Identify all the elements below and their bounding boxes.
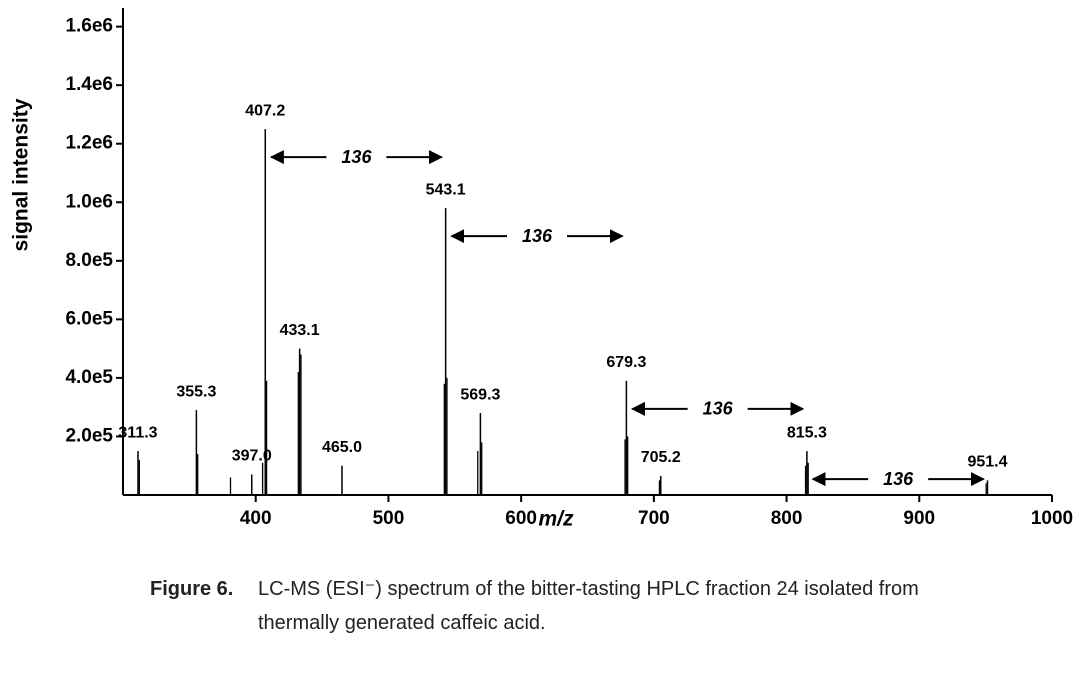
peak-label: 465.0 — [322, 439, 362, 456]
peak-label: 569.3 — [460, 386, 500, 403]
x-tick-label: 500 — [373, 508, 405, 529]
peak-label: 951.4 — [967, 454, 1007, 471]
annotation: 136 — [341, 147, 372, 167]
x-tick-label: 600 — [505, 508, 537, 529]
peak-label: 815.3 — [787, 424, 827, 441]
y-tick-label: 1.2e6 — [65, 133, 113, 154]
peak-label: 433.1 — [280, 322, 320, 339]
x-axis-label: m/z — [538, 508, 574, 531]
annotation: 136 — [883, 469, 914, 489]
x-tick-label: 800 — [771, 508, 803, 529]
caption: Figure 6. LC-MS (ESI⁻) spectrum of the bi… — [150, 572, 978, 640]
annotation: 136 — [703, 399, 734, 419]
y-tick-label: 1.0e6 — [65, 191, 113, 212]
caption-text: LC-MS (ESI⁻) spectrum of the bitter-tast… — [258, 578, 919, 634]
peak-label: 543.1 — [426, 181, 466, 198]
peak-label: 311.3 — [118, 424, 157, 441]
y-tick-label: 8.0e5 — [65, 250, 113, 271]
y-tick-label: 4.0e5 — [65, 367, 113, 388]
y-tick-label: 1.6e6 — [65, 16, 113, 37]
x-tick-label: 700 — [638, 508, 670, 529]
y-tick-label: 6.0e5 — [65, 308, 113, 329]
peak-label: 355.3 — [176, 383, 216, 400]
peak-label: 407.2 — [245, 102, 285, 119]
chart: m/z signal intensity 2.0e5 4.0e5 6.0e5 8.0e… — [10, 8, 1073, 531]
peak-label: 679.3 — [606, 354, 646, 371]
y-axis-label: signal intensity — [10, 98, 33, 251]
peak-label: 705.2 — [641, 449, 681, 466]
caption-label: Figure 6. — [150, 578, 234, 600]
x-tick-label: 1000 — [1031, 508, 1073, 529]
y-tick-label: 2.0e5 — [65, 425, 113, 446]
x-tick-label: 900 — [903, 508, 935, 529]
peak-label: 397.0 — [232, 448, 272, 465]
annotation: 136 — [522, 226, 553, 246]
y-tick-label: 1.4e6 — [65, 74, 113, 95]
x-tick-label: 400 — [240, 508, 272, 529]
